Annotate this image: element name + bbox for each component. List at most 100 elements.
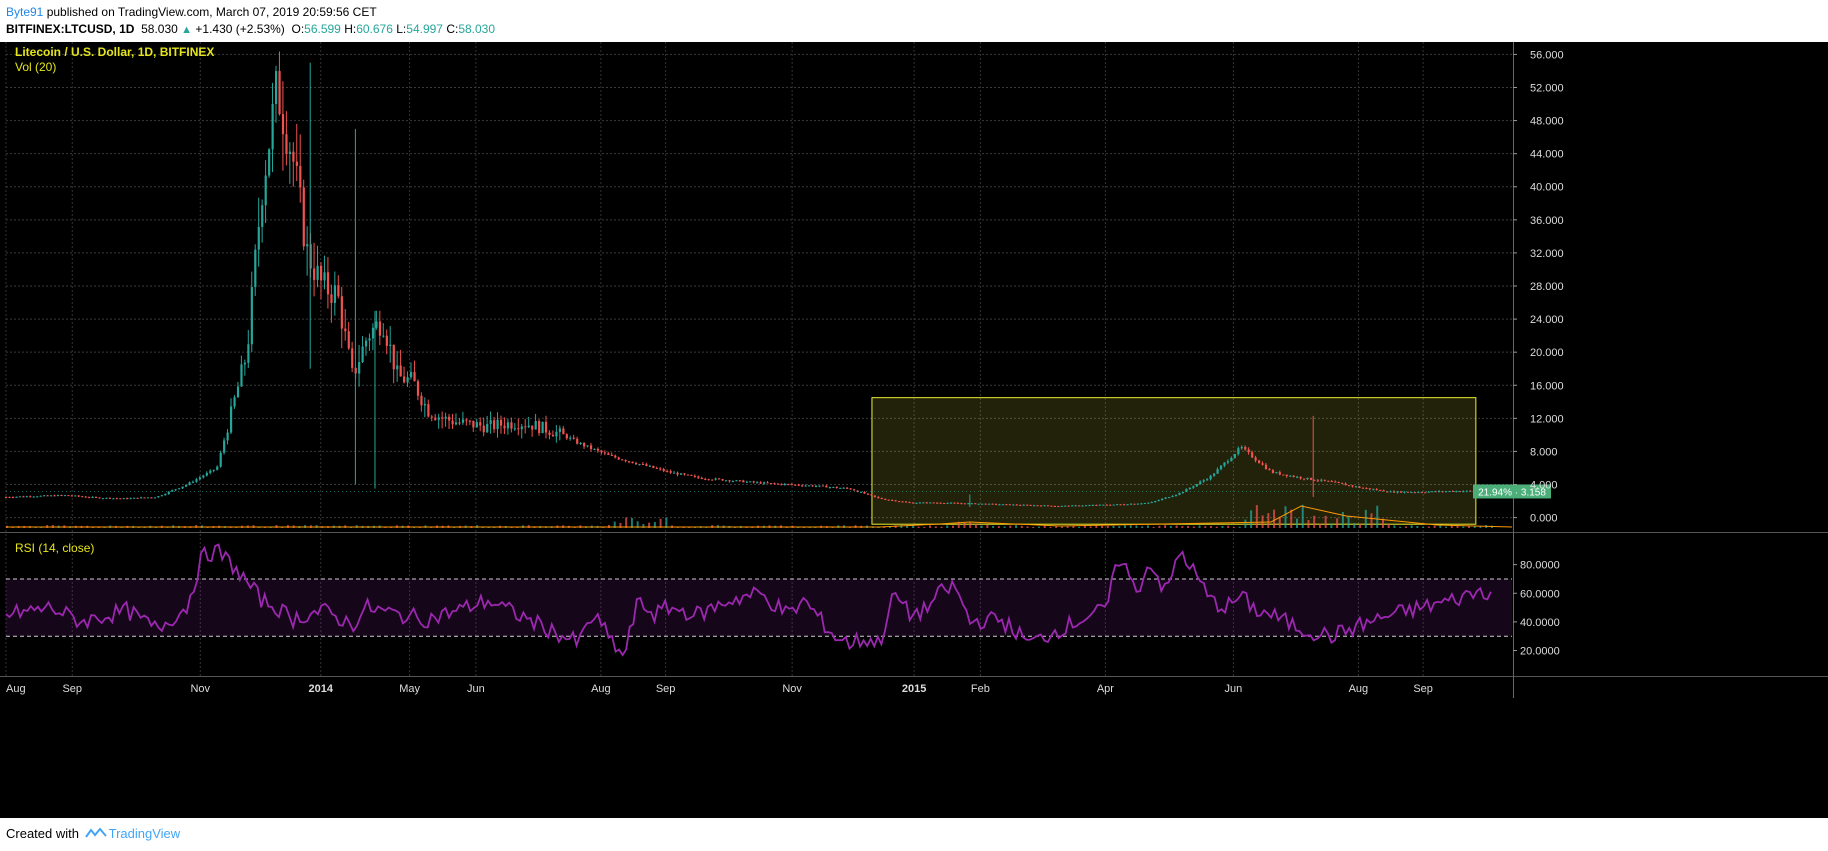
volume-bar bbox=[1209, 526, 1212, 528]
volume-bar bbox=[1313, 515, 1316, 528]
candle-body bbox=[1213, 473, 1216, 476]
candle-body bbox=[1448, 491, 1451, 493]
chart-svg[interactable]: 21.94% · 3.158 56.000 52.000 48.000 44.000 4… bbox=[0, 42, 1828, 818]
candle-body bbox=[524, 426, 527, 428]
candle-body bbox=[84, 496, 87, 498]
price-tick-label: 12.000 bbox=[1530, 413, 1564, 425]
candle-body bbox=[406, 377, 409, 383]
price-axis-border bbox=[1513, 42, 1514, 698]
time-label: Aug bbox=[6, 683, 26, 695]
candle-body bbox=[171, 490, 174, 492]
candle-body bbox=[655, 467, 658, 469]
volume-bar bbox=[957, 521, 960, 528]
volume-series bbox=[6, 504, 1513, 528]
candle-body bbox=[510, 422, 513, 429]
rsi-pane bbox=[5, 543, 1512, 657]
candle-body bbox=[531, 425, 534, 430]
candle-body bbox=[576, 438, 579, 444]
candle-body bbox=[998, 504, 1001, 506]
candle-body bbox=[1417, 492, 1420, 494]
price-tick-label: 0.000 bbox=[1530, 513, 1558, 525]
price-badge-label: 21.94% · 3.158 bbox=[1478, 487, 1546, 498]
price-badge bbox=[1473, 484, 1551, 499]
axes: 56.000 52.000 48.000 44.000 40.000 36.000 32.0… bbox=[6, 49, 1564, 695]
candle-body bbox=[482, 425, 485, 433]
volume-bar bbox=[940, 526, 943, 528]
author-link[interactable]: Byte91 bbox=[6, 5, 44, 19]
candle-body bbox=[313, 268, 316, 280]
candle-body bbox=[209, 470, 212, 473]
volume-bar bbox=[986, 525, 989, 528]
candle-body bbox=[1178, 493, 1181, 495]
candle-body bbox=[898, 501, 901, 503]
candle-body bbox=[742, 480, 745, 483]
price-tick-label: 52.000 bbox=[1530, 82, 1564, 94]
volume-legend: Vol (20) bbox=[15, 60, 56, 74]
time-axis-border bbox=[0, 676, 1828, 677]
candle-body bbox=[195, 479, 198, 482]
volume-bar bbox=[1353, 523, 1356, 528]
candle-body bbox=[728, 480, 731, 482]
price-tick-label: 36.000 bbox=[1530, 215, 1564, 227]
candle-body bbox=[853, 489, 856, 491]
candle-body bbox=[427, 404, 430, 417]
volume-bar bbox=[1456, 525, 1459, 528]
candle-body bbox=[1046, 505, 1050, 507]
volume-bar bbox=[1123, 525, 1126, 528]
volume-bar bbox=[1232, 526, 1235, 528]
price-change: +1.430 (+2.53%) bbox=[195, 22, 285, 36]
candle-body bbox=[105, 497, 108, 499]
candle-body bbox=[621, 459, 624, 461]
candle-body bbox=[268, 149, 271, 176]
tradingview-brand[interactable]: TradingView bbox=[108, 826, 181, 841]
candle-body bbox=[707, 479, 710, 481]
candle-body bbox=[416, 381, 420, 396]
candle-body bbox=[281, 114, 285, 135]
candle-body bbox=[74, 495, 77, 497]
candle-body bbox=[49, 495, 53, 497]
candle-body bbox=[1033, 505, 1036, 507]
change-arrow-icon: ▲ bbox=[181, 24, 193, 36]
candle-body bbox=[690, 474, 693, 476]
candle-body bbox=[659, 468, 662, 470]
candle-body bbox=[949, 502, 953, 504]
candle-body bbox=[1230, 457, 1233, 462]
candle-body bbox=[1382, 490, 1385, 492]
candle-body bbox=[423, 404, 427, 406]
volume-bar bbox=[1003, 526, 1006, 528]
candle-body bbox=[188, 482, 191, 485]
volume-bar bbox=[1324, 515, 1327, 528]
candle-body bbox=[184, 484, 188, 487]
candle-body bbox=[43, 495, 46, 497]
candle-body bbox=[1392, 491, 1396, 493]
low-label: L: bbox=[396, 22, 407, 36]
candle-body bbox=[628, 461, 631, 463]
candle-body bbox=[319, 265, 323, 281]
candle-body bbox=[323, 272, 326, 281]
candle-body bbox=[39, 495, 42, 497]
chart-container[interactable]: 21.94% · 3.158 56.000 52.000 48.000 44.000 4… bbox=[0, 42, 1828, 818]
candle-body bbox=[686, 474, 690, 476]
candle-body bbox=[607, 453, 610, 455]
candle-body bbox=[219, 452, 222, 467]
candle-body bbox=[1396, 491, 1399, 493]
time-label: Jun bbox=[1225, 683, 1243, 695]
candle-body bbox=[1181, 492, 1185, 494]
candle-body bbox=[1268, 469, 1271, 471]
candle-body bbox=[731, 480, 735, 482]
symbol-info: BITFINEX:LTCUSD, 1D 58.030 ▲ +1.430 (+2.… bbox=[6, 22, 495, 36]
candle-body bbox=[191, 481, 195, 483]
rsi-tick-label: 20.0000 bbox=[1520, 646, 1560, 658]
candle-body bbox=[887, 499, 890, 501]
candle-body bbox=[385, 335, 388, 346]
candle-body bbox=[586, 445, 589, 447]
candle-body bbox=[56, 495, 60, 497]
candle-body bbox=[60, 495, 63, 497]
tradingview-logo-icon[interactable] bbox=[84, 827, 107, 842]
candle-body bbox=[534, 421, 537, 430]
candle-body bbox=[1112, 504, 1115, 506]
candle-body bbox=[970, 503, 973, 505]
candle-body bbox=[468, 420, 472, 422]
time-label: Nov bbox=[782, 683, 802, 695]
time-label: Sep bbox=[656, 683, 676, 695]
